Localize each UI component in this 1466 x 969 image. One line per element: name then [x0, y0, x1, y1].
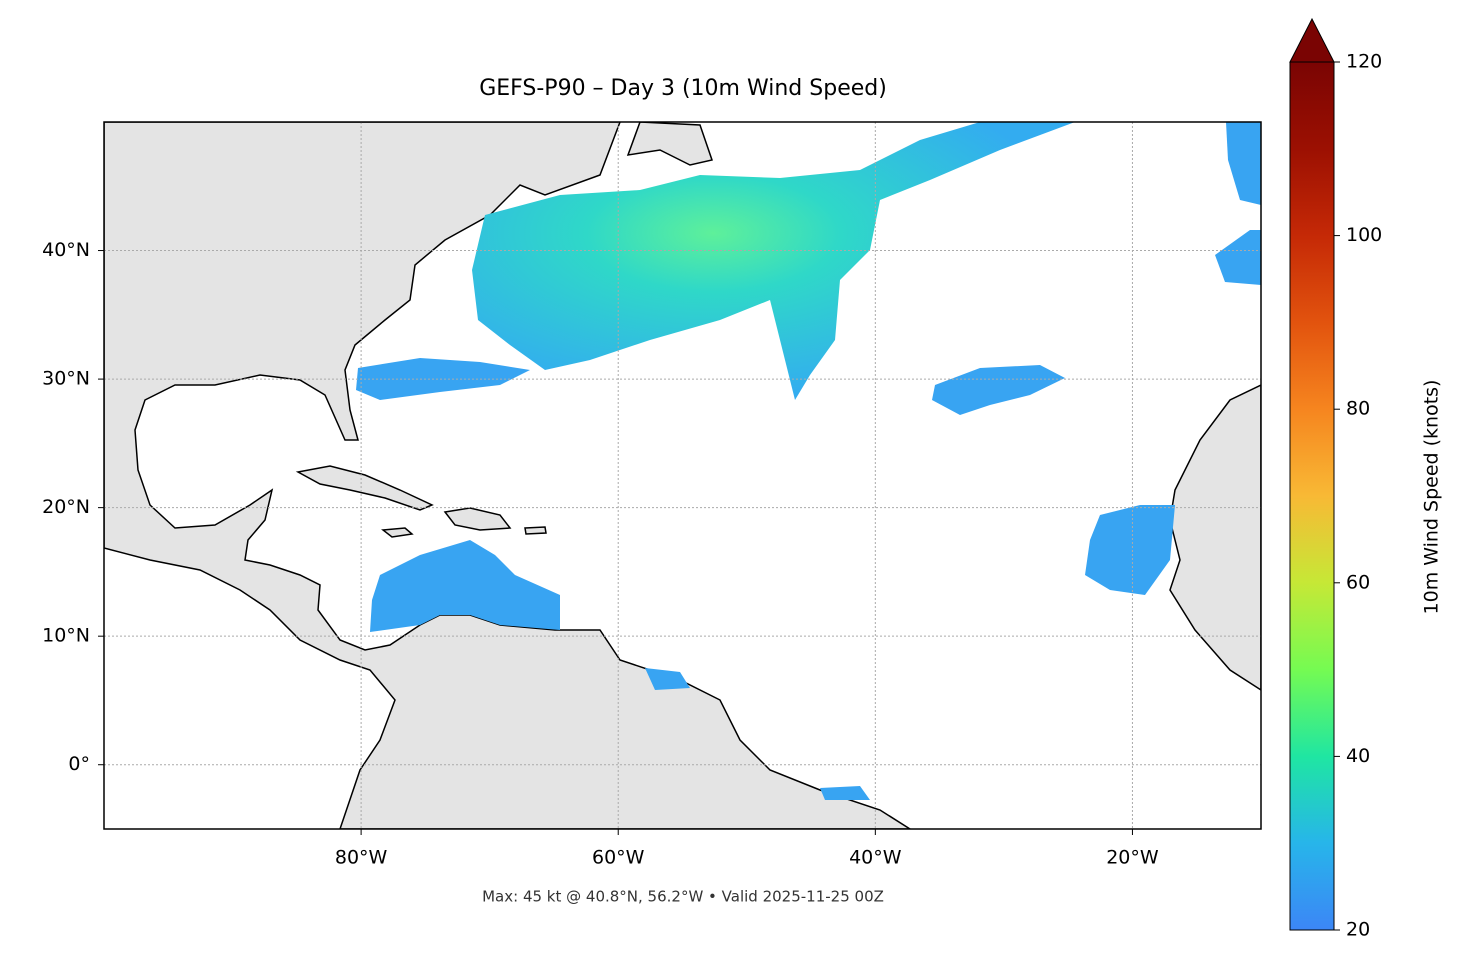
jamaica [381, 527, 414, 538]
wind-area [820, 786, 870, 800]
colorbar-tick-label: 120 [1346, 51, 1382, 73]
colorbar [1289, 61, 1335, 931]
colorbar-tick-label: 100 [1346, 224, 1382, 246]
x-tick-label: 20°W [1106, 847, 1159, 869]
wind-area [1226, 122, 1261, 205]
chart-title: GEFS-P90 – Day 3 (10m Wind Speed) [479, 76, 887, 101]
americas [104, 122, 912, 829]
hispaniola [443, 507, 512, 531]
wind-area [472, 122, 1075, 400]
x-tick-label: 60°W [592, 847, 645, 869]
wind-area [645, 668, 690, 690]
footnote: Max: 45 kt @ 40.8°N, 56.2°W • Valid 2025… [482, 888, 884, 906]
wind-area [932, 365, 1065, 415]
wind-area [1085, 505, 1175, 595]
colorbar-extend [1289, 17, 1335, 63]
colorbar-label: 10m Wind Speed (knots) [1421, 380, 1443, 615]
colorbar-tick-label: 20 [1346, 919, 1370, 941]
axes: 80°W 60°W 40°W 20°W 0° 10°N 20°N 30°N 40°N [42, 122, 1261, 869]
wind-area [356, 358, 530, 400]
x-tick-label: 40°W [849, 847, 902, 869]
africa [1169, 384, 1261, 691]
canada-east [626, 122, 713, 166]
cuba [295, 465, 434, 511]
colorbar-tick-label: 80 [1346, 398, 1370, 420]
colorbar-tick-label: 40 [1346, 745, 1370, 767]
wind-area [370, 540, 560, 632]
map-frame [103, 121, 1262, 830]
map-area [104, 122, 1261, 829]
y-tick-label: 20°N [42, 496, 90, 518]
y-tick-label: 30°N [42, 368, 90, 390]
y-tick-label: 0° [68, 753, 90, 775]
colorbar-tick-label: 60 [1346, 571, 1370, 593]
y-tick-label: 10°N [42, 625, 90, 647]
puerto-rico [524, 526, 547, 535]
wind-area [1215, 230, 1261, 285]
x-tick-label: 80°W [335, 847, 388, 869]
y-tick-label: 40°N [42, 239, 90, 261]
